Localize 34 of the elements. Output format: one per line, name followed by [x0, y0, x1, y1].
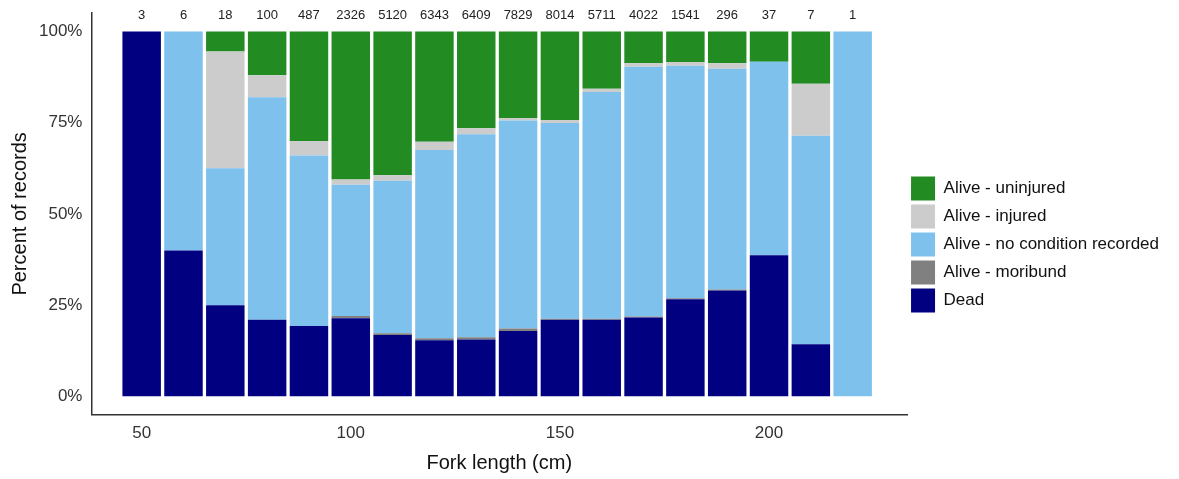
annotation: 487	[298, 7, 320, 23]
x-tick-label: 50	[132, 423, 152, 443]
x-axis-title: Fork length (cm)	[426, 450, 573, 473]
annotation: 5120	[378, 7, 408, 23]
annotation: 1	[849, 7, 857, 23]
y-tick-label: 100%	[39, 21, 83, 41]
legend-label: Alive - no condition recorded	[943, 234, 1160, 254]
annotation: 4022	[629, 7, 659, 23]
annotation: 100	[256, 7, 278, 23]
x-tick-label: 200	[754, 423, 784, 443]
annotation: 6409	[461, 7, 491, 23]
legend-label: Alive - uninjured	[943, 178, 1066, 198]
annotation: 1541	[670, 7, 700, 23]
y-tick-label: 50%	[48, 203, 83, 223]
legend-label: Dead	[943, 290, 985, 310]
annotation: 5711	[587, 7, 616, 23]
x-tick-label: 150	[545, 423, 575, 443]
annotation: 18	[218, 7, 233, 23]
annotation: 8014	[545, 7, 575, 23]
legend-label: Alive - injured	[943, 206, 1047, 226]
y-tick-label: 75%	[48, 112, 83, 132]
annotation: 3	[138, 7, 146, 23]
annotation: 37	[761, 7, 777, 23]
annotation: 7	[807, 7, 815, 23]
y-axis-title: Percent of records	[7, 132, 30, 296]
annotation: 6343	[419, 7, 449, 23]
legend-label: Alive - moribund	[943, 262, 1067, 282]
x-tick-label: 100	[336, 423, 365, 443]
annotation: 7829	[503, 7, 533, 23]
y-tick-label: 0%	[57, 386, 83, 406]
y-tick-label: 25%	[48, 294, 83, 314]
annotation: 296	[716, 7, 739, 23]
annotation: 6	[179, 7, 188, 23]
annotation: 2326	[336, 7, 366, 23]
